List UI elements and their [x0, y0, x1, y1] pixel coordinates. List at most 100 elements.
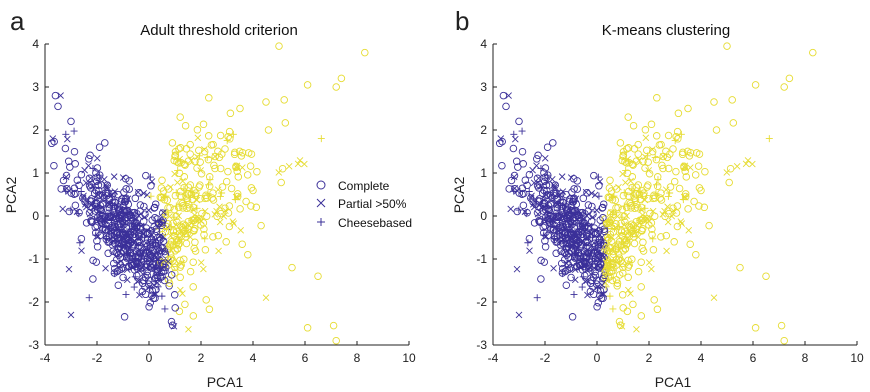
data-point [591, 267, 599, 276]
data-point [214, 231, 223, 240]
data-point [593, 249, 602, 257]
data-point [143, 191, 151, 199]
data-point [111, 270, 119, 278]
data-point [176, 230, 183, 237]
data-point [785, 74, 794, 83]
data-point [103, 184, 111, 192]
data-point [528, 192, 535, 200]
data-point [557, 207, 565, 215]
data-point [636, 219, 644, 226]
data-point [237, 152, 246, 160]
data-point [146, 250, 155, 259]
data-point [181, 161, 189, 169]
data-point [147, 263, 155, 272]
data-point [624, 273, 632, 282]
data-point [552, 233, 560, 241]
data-point [622, 179, 629, 186]
data-point [680, 162, 688, 171]
data-point [523, 208, 531, 217]
data-point [157, 235, 165, 243]
data-point [596, 216, 604, 224]
data-point [659, 164, 667, 173]
data-point [176, 144, 185, 152]
data-point [237, 227, 245, 234]
data-point [695, 184, 704, 192]
data-point [600, 290, 608, 298]
data-point [92, 169, 100, 177]
data-point [515, 117, 523, 126]
data-point [177, 157, 185, 165]
data-point [61, 144, 70, 153]
data-point [230, 150, 239, 159]
data-point [541, 164, 550, 172]
data-point [590, 171, 598, 180]
data-point [130, 230, 139, 238]
data-point [104, 233, 112, 241]
data-point [275, 169, 283, 176]
x-tick-label: 2 [646, 351, 653, 365]
data-point [118, 229, 127, 237]
data-point [571, 276, 579, 284]
data-point [115, 266, 123, 274]
data-point [205, 305, 214, 314]
data-point [502, 102, 510, 111]
data-point [553, 194, 562, 202]
data-point [657, 233, 665, 241]
data-point [136, 201, 145, 209]
data-point [649, 235, 657, 243]
data-point [87, 217, 96, 226]
data-point [65, 265, 73, 273]
data-point [201, 246, 210, 254]
data-point [102, 235, 111, 244]
data-point [253, 167, 261, 176]
data-point [705, 221, 713, 230]
data-point [624, 230, 631, 237]
data-point [751, 81, 760, 89]
data-point [93, 222, 101, 230]
data-point [666, 150, 674, 158]
data-point [498, 161, 506, 170]
data-point [181, 232, 190, 241]
data-point [71, 201, 80, 210]
data-point [158, 292, 166, 300]
data-point [529, 166, 536, 174]
data-point [170, 323, 178, 330]
data-point [92, 186, 100, 195]
data-point [578, 263, 585, 271]
data-point [762, 272, 770, 280]
data-point [645, 169, 654, 178]
x-axis-label-a: PCA1 [207, 374, 244, 390]
data-point [595, 263, 603, 272]
data-point [511, 185, 519, 193]
data-point [75, 208, 83, 217]
data-point [593, 303, 601, 311]
data-point [606, 292, 614, 300]
legend-label-complete: Complete [338, 179, 390, 193]
data-point [176, 263, 184, 271]
data-point [614, 203, 622, 212]
data-point [280, 96, 288, 104]
data-point [114, 281, 123, 289]
data-point [609, 305, 617, 313]
data-point [118, 195, 126, 203]
data-point [218, 150, 226, 158]
data-point [627, 290, 634, 297]
y-tick-label: -2 [476, 295, 487, 309]
data-point [168, 321, 177, 330]
y-axis-label-a: PCA2 [3, 177, 19, 214]
data-point [125, 177, 134, 185]
data-point [648, 147, 657, 156]
data-point [124, 195, 132, 202]
data-point [288, 263, 296, 272]
data-point [136, 222, 145, 231]
data-point [593, 229, 602, 238]
data-point [780, 83, 788, 91]
data-point [67, 206, 75, 214]
data-point [505, 92, 512, 99]
panel-letter-a: a [10, 6, 25, 36]
data-point [78, 247, 85, 255]
data-point [631, 194, 639, 202]
data-point [540, 231, 548, 239]
data-point [686, 240, 694, 248]
